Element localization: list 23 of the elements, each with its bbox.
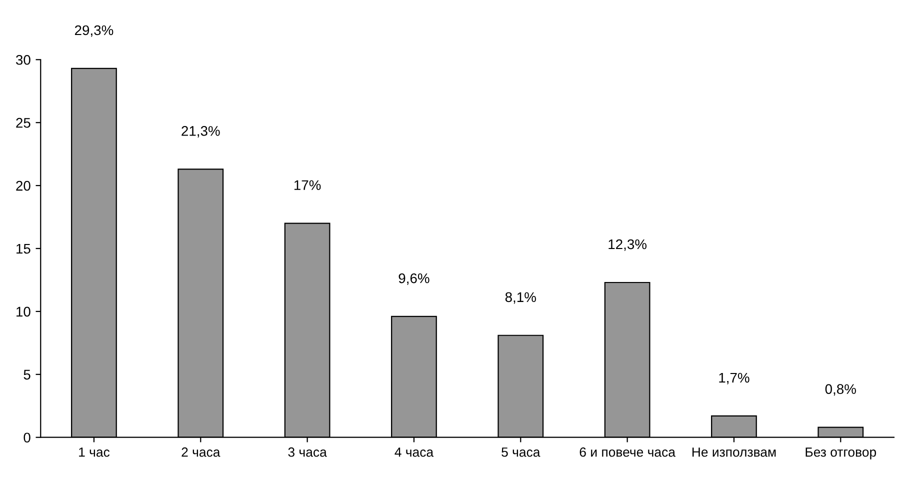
- x-tick-label: 2 часа: [182, 447, 220, 457]
- y-tick-label: 0: [24, 432, 30, 443]
- data-label: 1,7%: [719, 372, 750, 384]
- y-tick-label: 5: [24, 370, 30, 380]
- data-label: 17%: [294, 180, 321, 190]
- y-tick-label: 15: [16, 244, 30, 254]
- y-tick-label: 25: [16, 118, 30, 128]
- y-tick-label: 30: [16, 54, 30, 65]
- y-tick-label: 10: [16, 306, 30, 317]
- x-tick-label: 5 часа: [502, 448, 540, 457]
- data-label: 12,3%: [608, 239, 646, 251]
- x-tick-label: 4 часа: [394, 448, 434, 457]
- data-label: 21,3%: [182, 126, 220, 138]
- data-label: 8,1%: [505, 292, 536, 304]
- data-label: 0,8%: [825, 384, 856, 396]
- x-tick-label: Не използвам: [692, 448, 776, 457]
- y-tick-label: 20: [16, 180, 30, 191]
- data-label: 29,3%: [74, 25, 114, 37]
- x-tick-label: 3 часа: [288, 447, 327, 457]
- x-tick-label: Без отговор: [806, 448, 876, 460]
- data-label: 9,6%: [398, 273, 430, 285]
- x-tick-label: 1 час: [79, 448, 110, 457]
- x-tick-label: 6 и повече часа: [580, 447, 676, 457]
